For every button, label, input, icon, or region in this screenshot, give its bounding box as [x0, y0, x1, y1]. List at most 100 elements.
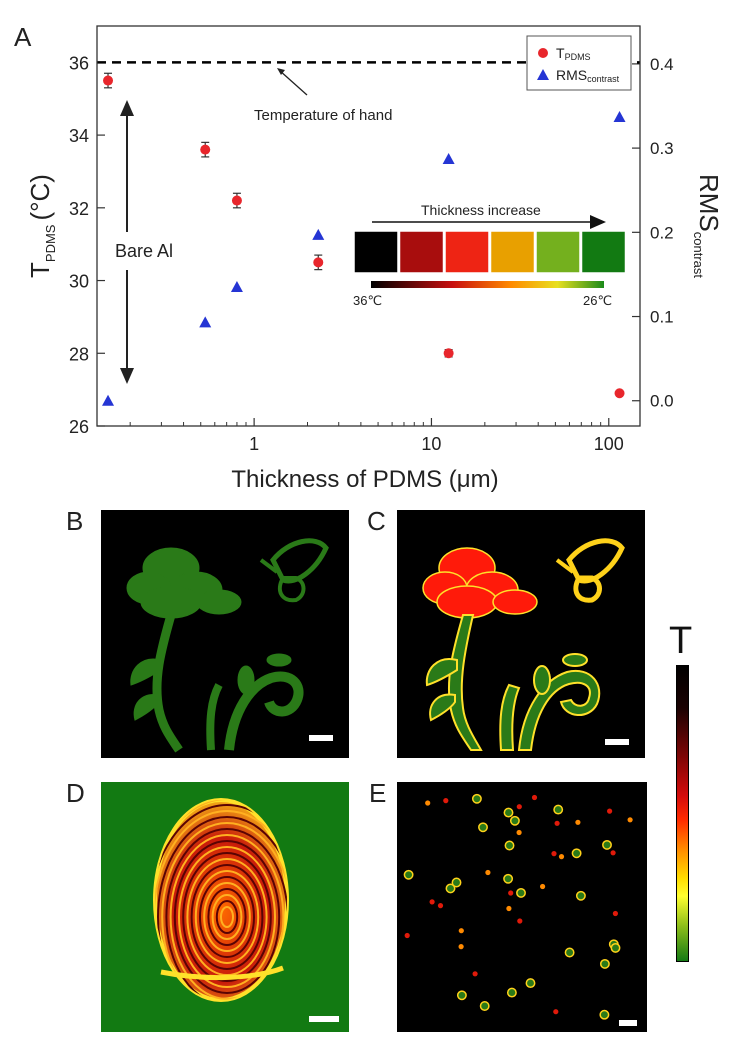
fingerprint-ridge-10 — [178, 846, 276, 988]
flower-pattern-green — [126, 538, 329, 753]
y2-tick-label-2: 0.2 — [650, 223, 674, 242]
dot-2 — [540, 883, 546, 890]
dot-29 — [610, 850, 616, 856]
dot-26 — [503, 807, 514, 818]
dot-21 — [599, 958, 610, 969]
fingerprint-image — [153, 798, 289, 1002]
rms-point-0 — [102, 394, 115, 406]
dot-28 — [509, 815, 520, 826]
legend-label-main-1: RMS — [556, 67, 587, 83]
dot-12 — [456, 990, 467, 1001]
fingerprint-ridge-11 — [173, 840, 281, 994]
y-tick-label-3: 32 — [69, 199, 89, 219]
dot-3 — [553, 804, 564, 815]
inset-gradient-bar — [371, 281, 604, 288]
dot-31 — [602, 839, 612, 850]
stem-pattern-thermal — [425, 614, 601, 751]
y2-axis-title-main: RMS — [694, 174, 724, 232]
dot-39 — [575, 890, 586, 901]
panel-b-pattern — [126, 538, 329, 753]
fingerprint-ridge-13 — [165, 828, 287, 1000]
y-axis-title-main: T — [25, 262, 55, 278]
x-tick-label-1: 10 — [421, 434, 441, 454]
annotation-bare: Bare Al — [115, 241, 173, 261]
dot-17 — [516, 887, 526, 898]
dot-37 — [404, 932, 410, 939]
dot-14 — [554, 820, 560, 826]
panel-letter-e: E — [369, 778, 387, 808]
dot-4 — [458, 944, 464, 950]
tpdms-point-3 — [313, 257, 324, 268]
dot-30 — [564, 947, 575, 958]
fingerprint-ridge-17 — [155, 804, 287, 1000]
dot-35 — [516, 804, 522, 810]
thickness-swatch-2 — [444, 230, 490, 274]
y2-tick-label-4: 0.4 — [650, 55, 674, 74]
scale-bar-c — [605, 739, 629, 745]
panel-letter-b-label: B — [66, 506, 84, 536]
y-axis-title-unit: (°C) — [25, 174, 55, 221]
y-tick-label-4: 34 — [69, 126, 89, 146]
dot-array-image — [403, 793, 633, 1020]
x-tick-label-0: 1 — [249, 434, 259, 454]
legend-label-sub-0: PDMS — [565, 52, 591, 62]
dot-24 — [571, 848, 582, 859]
rms-point-4 — [442, 153, 455, 165]
dot-1 — [506, 905, 512, 912]
dot-10 — [478, 822, 488, 833]
y-axis-title: TPDMS (°C) — [25, 174, 58, 278]
inset-label-high: 36℃ — [353, 293, 382, 308]
bare-arrow-up-head — [120, 100, 134, 116]
flower-pattern-thermal-red — [422, 547, 538, 619]
dot-11 — [485, 869, 491, 876]
legend-marker-1 — [537, 69, 549, 80]
y2-axis-title-sub: contrast — [691, 232, 706, 279]
fingerprint-ridge-14 — [161, 822, 287, 1000]
hand-arrow — [278, 69, 308, 96]
fingerprint-ridge-6 — [194, 870, 260, 964]
y-tick-label-0: 26 — [69, 417, 89, 437]
panel-letter-a: A — [14, 22, 32, 52]
x-tick-label-2: 100 — [594, 434, 624, 454]
scale-bar-e — [619, 1020, 637, 1026]
thickness-swatch-3 — [489, 230, 536, 274]
dot-45 — [612, 910, 618, 917]
panel-e — [397, 782, 647, 1032]
legend-marker-0 — [538, 48, 548, 58]
dot-0 — [517, 918, 523, 924]
legend-label-1: RMScontrast — [556, 67, 620, 84]
thickness-swatch-0 — [353, 230, 399, 274]
inset-label-low: 26℃ — [583, 293, 612, 308]
dot-19 — [575, 819, 581, 825]
dot-47 — [610, 942, 621, 953]
colorbar-label: T — [669, 620, 693, 662]
fingerprint-ridge-12 — [169, 834, 285, 1000]
butterfly-thermal — [555, 538, 625, 603]
plot-frame — [96, 25, 641, 427]
annotation-hand: Temperature of hand — [254, 107, 392, 124]
dot-13 — [458, 928, 464, 934]
dot-9 — [504, 840, 515, 851]
dot-20 — [599, 1009, 610, 1020]
dot-16 — [553, 1009, 559, 1015]
dot-44 — [503, 873, 514, 884]
dot-32 — [443, 798, 449, 804]
dot-22 — [531, 794, 538, 801]
fingerprint-ridge-1 — [215, 900, 239, 934]
y-tick-label-2: 30 — [69, 272, 89, 292]
panel-c — [397, 510, 645, 758]
temperature-colorbar — [676, 665, 689, 962]
panel-letter-c: C — [367, 506, 386, 536]
panel-d — [101, 782, 349, 1032]
hand-arrow-head — [277, 68, 285, 75]
dot-38 — [429, 899, 435, 905]
panel-c-pattern — [422, 538, 625, 751]
thickness-swatch-4 — [535, 230, 581, 274]
rms-point-3 — [312, 228, 325, 240]
y2-tick-label-0: 0.0 — [650, 392, 674, 411]
tpdms-point-5 — [614, 388, 625, 399]
rms-point-1 — [199, 316, 212, 328]
fingerprint-ridge-9 — [182, 852, 272, 982]
fingerprint-ridge-15 — [157, 816, 287, 1000]
dot-23 — [451, 877, 462, 888]
